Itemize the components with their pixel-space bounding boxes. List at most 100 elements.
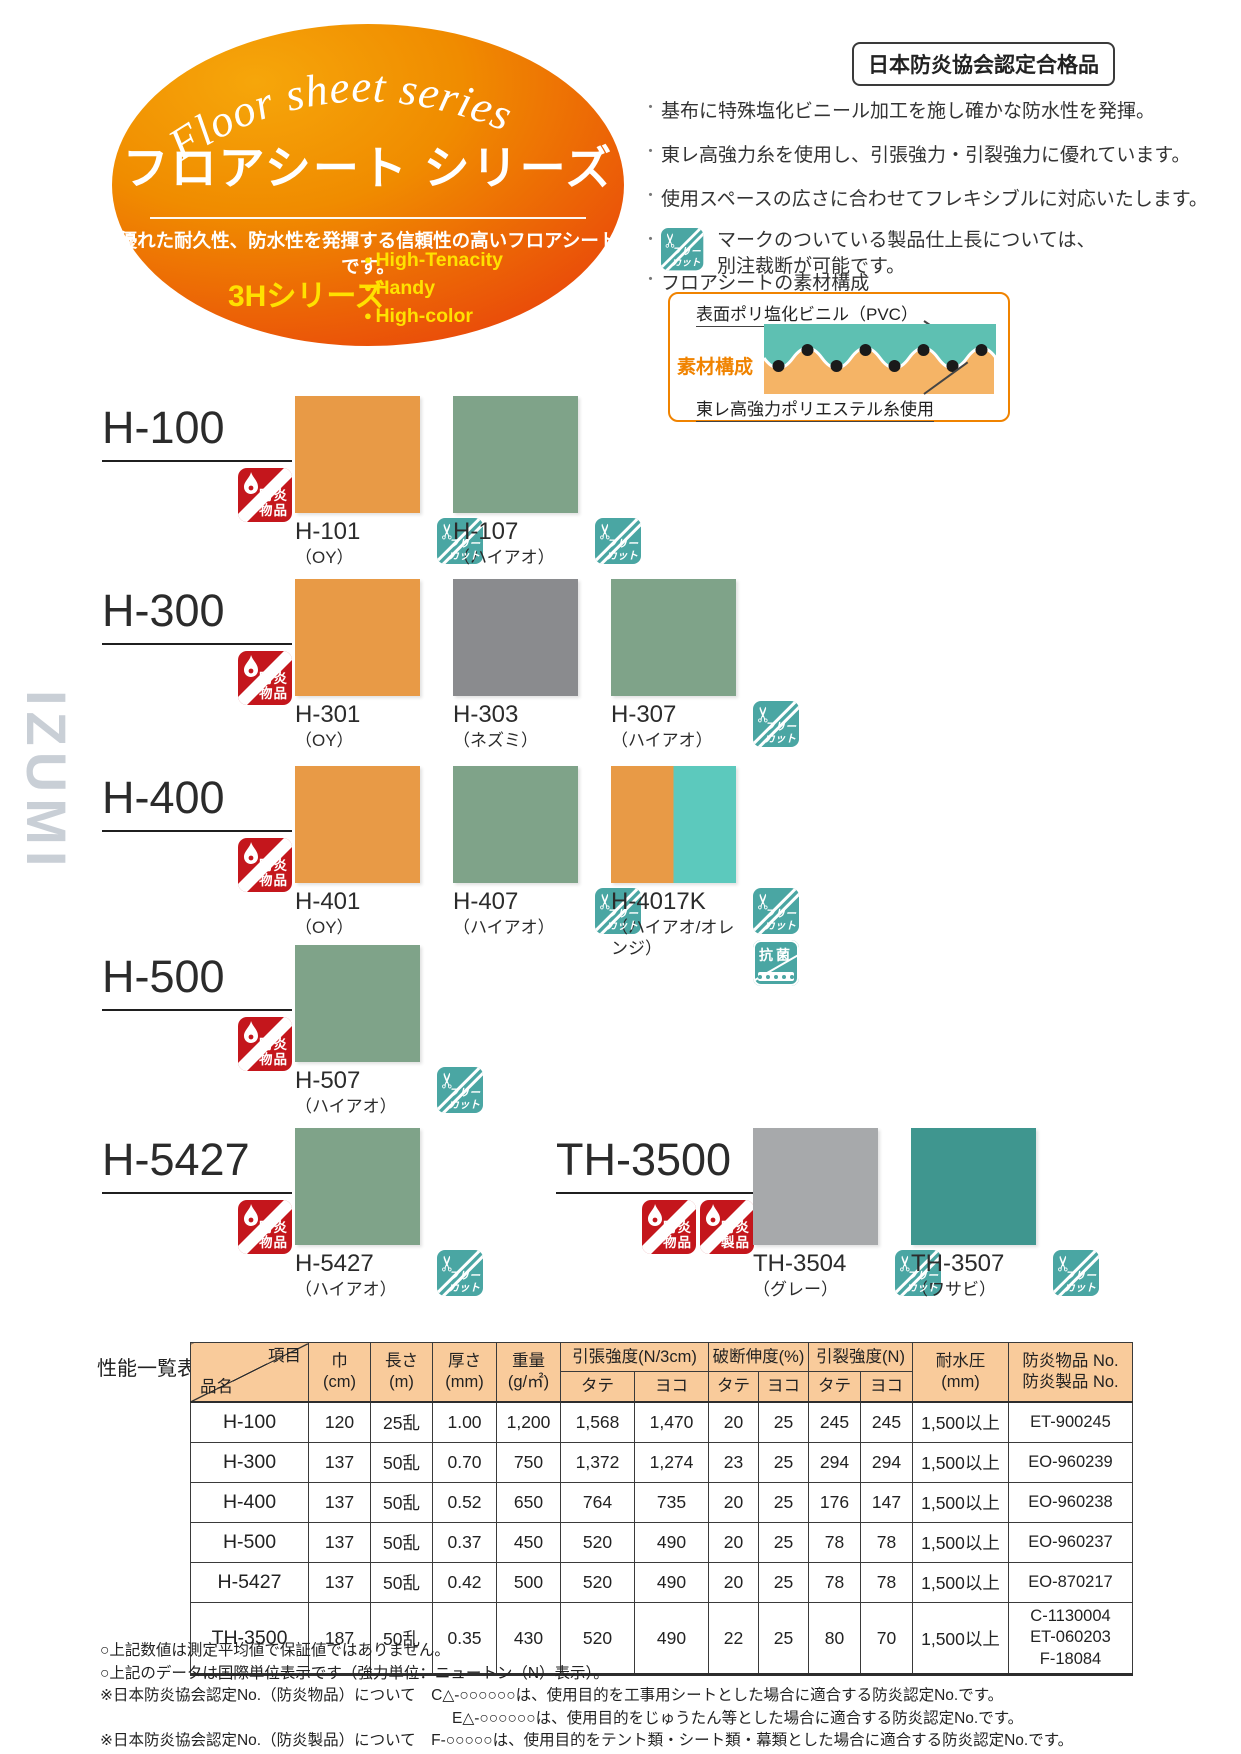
spec-row-H-500: H-500 137 50乱 0.37 450 520 490 20 25 78 78 1,500以上 E…: [190, 1522, 1133, 1563]
flame-icon: [244, 842, 258, 864]
corner-cell: 項目 品名: [190, 1342, 309, 1403]
cert-line: EO-960238: [1028, 1492, 1113, 1511]
value-cell: 80: [808, 1601, 861, 1676]
freecut-label: フリー カット: [765, 721, 797, 745]
swatch-caption: H-407 （ハイアオ） ✂ フリー カット: [453, 888, 641, 940]
swatch-color-name: （ネズミ）: [453, 730, 538, 750]
cert-number-cell: EO-960239: [1008, 1442, 1133, 1483]
fire-badge-line: 防炎: [721, 1219, 750, 1235]
swatch-icons: ✂ フリー カット: [595, 518, 641, 564]
swatch-caption: H-401 （OY）: [295, 888, 483, 940]
value-cell: 520: [560, 1522, 635, 1563]
sub-header: タテ: [808, 1371, 861, 1403]
swatch-code: H-101: [295, 518, 361, 545]
value-cell: 20: [708, 1522, 759, 1563]
spec-table: 項目 品名 巾 (cm) 長さ (m) 厚さ (mm) 重量 (g/㎡) 引張強度(N/3cm) 破断…: [190, 1341, 1133, 1677]
antibacterial-label: 抗菌: [759, 947, 793, 963]
sub-header: ヨコ: [758, 1371, 809, 1403]
fire-item-badge: 防炎 物品: [238, 1200, 292, 1254]
footnote-line: E△-○○○○○○は、使用目的をじゅうたん等とした場合に適合する防炎認定No.で…: [452, 1709, 1024, 1727]
product-name-cell: H-500: [190, 1522, 309, 1563]
cert-line: F-18084: [1039, 1649, 1102, 1668]
value-cell: 187: [308, 1601, 371, 1676]
value-cell: 0.37: [432, 1522, 497, 1563]
freecut-note-line1: マークのついている製品仕上長については、: [717, 230, 1096, 251]
value-cell: 23: [708, 1442, 759, 1483]
group-header: 引張強度(N/3cm): [560, 1341, 709, 1373]
cert-number-cell: ET-900245: [1008, 1401, 1133, 1443]
badge-row: 防炎 物品 防炎 製品: [642, 1200, 754, 1254]
value-cell: 50乱: [370, 1562, 433, 1603]
freecut-line: カット: [1064, 1281, 1097, 1294]
value-cell: 450: [496, 1522, 561, 1563]
fire-item-badge: 防炎 物品: [238, 838, 292, 892]
value-cell: 147: [860, 1482, 913, 1523]
value-cell: 735: [634, 1482, 709, 1523]
cert-line: C-1130004: [1030, 1607, 1111, 1625]
swatch-color-name: （ハイアオ/オレンジ）: [611, 917, 735, 959]
swatch-caption: TH-3507 （ワサビ） ✂ フリー カット: [911, 1250, 1099, 1302]
fire-badge-line: 物品: [259, 873, 288, 889]
series-3h-features: High-Tenacity Handy High-color: [364, 246, 502, 330]
value-cell: 78: [808, 1522, 861, 1563]
col-label: 重量: [512, 1351, 545, 1370]
swatch-color-name: （ハイアオ）: [295, 1096, 397, 1116]
flame-icon: [244, 1204, 258, 1226]
value-cell: 137: [308, 1562, 371, 1603]
value-cell: 490: [634, 1562, 709, 1603]
fire-badge-label: 防炎 製品: [721, 1220, 750, 1251]
value-cell: 78: [860, 1562, 913, 1603]
value-cell: 78: [808, 1562, 861, 1603]
swatch-icons: ✂ フリー カット: [437, 1250, 483, 1296]
freecut-label: フリー カット: [449, 538, 481, 562]
value-cell: 137: [308, 1442, 371, 1483]
swatch-H-507: H-507 （ハイアオ） ✂ フリー カット: [295, 945, 483, 1119]
freecut-line: フリー: [606, 907, 639, 920]
series-heading-H-100: H-100 防炎 物品: [102, 402, 292, 522]
swatch-icons: ✂ フリー カット: [595, 888, 641, 934]
fire-badge-line: 防炎: [259, 670, 288, 686]
col-header: 防炎物品 No. 防炎製品 No.: [1008, 1342, 1133, 1403]
swatch-color-name: （ハイアオ）: [611, 730, 713, 750]
badge-row: 防炎 物品: [238, 1200, 292, 1254]
fire-item-badge: 防炎 物品: [238, 468, 292, 522]
footnotes: ○上記数値は測定平均値で保証値ではありません。 ○上記のデータは国際単位表示です（…: [100, 1640, 1220, 1753]
sub-header: タテ: [708, 1371, 759, 1403]
value-cell: 1,470: [634, 1401, 709, 1443]
swatch-H-407: H-407 （ハイアオ） ✂ フリー カット: [453, 766, 641, 940]
swatch-H-301: H-301 （OY）: [295, 579, 483, 753]
swatch-chip: [611, 579, 736, 696]
freecut-icon: ✂フリーカット: [437, 1250, 483, 1296]
fire-badge-label: 防炎 物品: [259, 858, 288, 889]
swatch-TH-3504: TH-3504 （グレー） ✂ フリー カット: [753, 1128, 941, 1302]
dot: [774, 974, 778, 979]
freecut-icon: ✂フリーカット: [595, 888, 641, 934]
swatch-color-name: （OY）: [295, 730, 354, 750]
fire-badge-label: 防炎 物品: [259, 488, 288, 519]
fire-item-badge: 防炎 物品: [238, 651, 292, 705]
material-bullet: フロアシートの素材構成: [643, 268, 869, 295]
value-cell: 0.52: [432, 1482, 497, 1523]
spec-table-element: 項目 品名 巾 (cm) 長さ (m) 厚さ (mm) 重量 (g/㎡) 引張強度(N/3cm) 破断…: [190, 1341, 1133, 1677]
corner-top-label: 項目: [268, 1347, 301, 1365]
swatch-code: H-301: [295, 701, 361, 728]
hero-arc-svg: Floor sheet series: [159, 61, 519, 170]
fire-product-badge: 防炎 製品: [700, 1200, 754, 1254]
swatch-chip: [295, 945, 420, 1062]
layer-diagram: [762, 324, 996, 394]
value-cell: 1.00: [432, 1401, 497, 1443]
badge-row: 防炎 物品: [238, 1017, 292, 1071]
swatch-H-4017K: H-4017K （ハイアオ/オレンジ） ✂ フリー カット 抗菌: [611, 766, 799, 986]
dot: [782, 974, 786, 979]
value-cell: 0.70: [432, 1442, 497, 1483]
freecut-line: フリー: [448, 1086, 481, 1099]
spec-table-body: H-100 120 25乱 1.00 1,200 1,568 1,470 20 25 245 245…: [190, 1401, 1133, 1676]
value-cell: 25: [758, 1522, 809, 1563]
flame-icon: [706, 1204, 720, 1226]
antibacterial-dots: [758, 972, 794, 981]
swatch-color-name: （ワサビ）: [911, 1279, 996, 1299]
value-cell: 1,200: [496, 1401, 561, 1443]
value-cell: 120: [308, 1401, 371, 1443]
swatch-chip: [295, 396, 420, 513]
